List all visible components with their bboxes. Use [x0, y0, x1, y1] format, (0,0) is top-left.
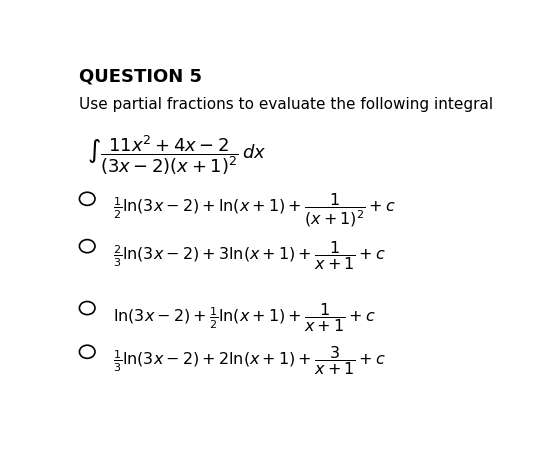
Text: QUESTION 5: QUESTION 5	[78, 68, 202, 86]
Text: $\int \dfrac{11x^2+4x-2}{(3x-2)(x+1)^2}\,dx$: $\int \dfrac{11x^2+4x-2}{(3x-2)(x+1)^2}\…	[87, 133, 267, 177]
Text: $\frac{1}{2}\ln\!\left(3x - 2\right) + \ln(x + 1)+\dfrac{1}{(x+1)^2} + c$: $\frac{1}{2}\ln\!\left(3x - 2\right) + \…	[113, 192, 396, 229]
Text: $\frac{1}{3}\ln(3x - 2)+2\ln(x + 1)+\dfrac{3}{x+1} + c$: $\frac{1}{3}\ln(3x - 2)+2\ln(x + 1)+\dfr…	[113, 344, 386, 377]
Text: $\frac{2}{3}\ln(3x - 2)+3\ln(x + 1)+\dfrac{1}{x+1} + c$: $\frac{2}{3}\ln(3x - 2)+3\ln(x + 1)+\dfr…	[113, 239, 386, 272]
Text: $\ln(3x - 2)+\frac{1}{2}\ln(x + 1)+\dfrac{1}{x+1} + c$: $\ln(3x - 2)+\frac{1}{2}\ln(x + 1)+\dfra…	[113, 301, 376, 334]
Text: Use partial fractions to evaluate the following integral: Use partial fractions to evaluate the fo…	[78, 97, 492, 112]
